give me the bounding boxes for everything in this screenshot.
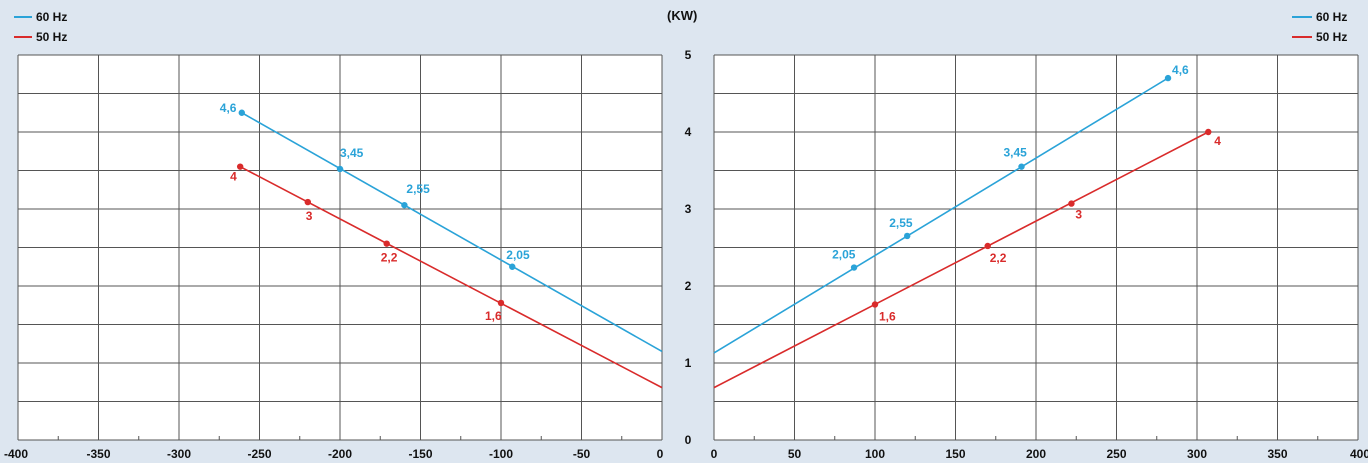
- legend-left-50hz-label: 50 Hz: [36, 30, 67, 44]
- left-x-tick-label: -300: [167, 447, 191, 461]
- left-series-50hz-point: [383, 240, 390, 247]
- right-series-50hz-point: [871, 301, 879, 308]
- left-series-60hz-data-label: 2,05: [506, 248, 530, 262]
- left-series-60hz-data-label: 2,55: [406, 182, 430, 196]
- right-series-50hz-data-label: 3: [1075, 208, 1082, 222]
- right-series-50hz-line: [713, 131, 1209, 389]
- left-series-60hz-line: [241, 112, 663, 353]
- right-x-tick-label: 50: [788, 447, 802, 461]
- label-layer: -400 -350 -300 -250 -200 -150 -100 -50 0 4,6 3,45 2…: [4, 48, 1368, 461]
- y-tick-label: 0: [685, 433, 692, 447]
- left-x-tick-label: -50: [573, 447, 591, 461]
- right-series-60hz-data-label: 2,55: [889, 216, 913, 230]
- y-unit-label: (KW): [667, 8, 697, 23]
- right-series-50hz-data-label: 2,2: [990, 251, 1007, 265]
- right-series-60hz-data-label: 3,45: [1004, 146, 1028, 160]
- left-series-50hz-data-label: 4: [230, 170, 237, 184]
- right-x-tick-label: 100: [865, 447, 885, 461]
- left-series-60hz-data-label: 3,45: [340, 146, 364, 160]
- right-series-60hz-line: [713, 77, 1169, 354]
- legend-left: 60 Hz 50 Hz: [14, 10, 67, 44]
- right-x-tick-label: 250: [1106, 447, 1126, 461]
- left-series-60hz-point: [401, 201, 408, 209]
- left-x-tick-label: -350: [86, 447, 110, 461]
- left-series-50hz-data-label: 2,2: [381, 251, 398, 265]
- left-series-60hz-point: [509, 263, 516, 270]
- left-x-tick-label: -150: [408, 447, 432, 461]
- right-series-50hz-data-label: 1,6: [879, 309, 896, 323]
- right-x-tick-label: 150: [945, 447, 965, 461]
- right-x-tick-label: 200: [1026, 447, 1046, 461]
- y-tick-label: 4: [685, 125, 692, 139]
- series-layer: [236, 74, 1212, 389]
- right-x-tick-label: 0: [711, 447, 718, 461]
- right-series-60hz-data-label: 4,6: [1172, 63, 1189, 77]
- left-series-50hz-point: [236, 163, 244, 170]
- right-series-50hz-point: [1205, 128, 1212, 136]
- right-series-50hz-point: [984, 242, 991, 250]
- left-series-50hz-point: [304, 198, 311, 206]
- left-series-50hz-data-label: 3: [306, 209, 313, 223]
- y-tick-label: 5: [685, 48, 692, 62]
- right-x-tick-label: 350: [1267, 447, 1287, 461]
- legend-right: 60 Hz 50 Hz: [1292, 10, 1347, 44]
- legend-right-60hz-label: 60 Hz: [1316, 10, 1347, 24]
- right-series-60hz-point: [850, 264, 858, 271]
- right-series-50hz-point: [1068, 200, 1075, 207]
- y-tick-label: 2: [685, 279, 692, 293]
- y-tick-label: 3: [685, 202, 692, 216]
- legend-right-50hz-label: 50 Hz: [1316, 30, 1347, 44]
- left-x-tick-label: -100: [489, 447, 513, 461]
- right-series-60hz-point: [904, 232, 911, 240]
- left-series-50hz-data-label: 1,6: [485, 309, 502, 323]
- right-series-60hz-point: [1018, 163, 1025, 170]
- right-series-60hz-data-label: 2,05: [832, 248, 856, 262]
- legend-left-60hz-label: 60 Hz: [36, 10, 67, 24]
- left-series-60hz-data-label: 4,6: [220, 101, 237, 115]
- right-series-60hz-point: [1164, 74, 1172, 82]
- left-x-tick-label: -250: [247, 447, 271, 461]
- left-x-tick-label: -400: [4, 447, 28, 461]
- left-series-50hz-point: [497, 299, 505, 307]
- right-series-50hz-data-label: 4: [1214, 134, 1221, 148]
- left-series-60hz-point: [336, 165, 344, 173]
- right-x-tick-label: 400: [1350, 447, 1368, 461]
- left-x-tick-label: 0: [657, 447, 664, 461]
- y-tick-label: 1: [685, 356, 692, 370]
- left-x-tick-label: -200: [328, 447, 352, 461]
- left-series-60hz-point: [238, 109, 245, 116]
- right-x-tick-label: 300: [1187, 447, 1207, 461]
